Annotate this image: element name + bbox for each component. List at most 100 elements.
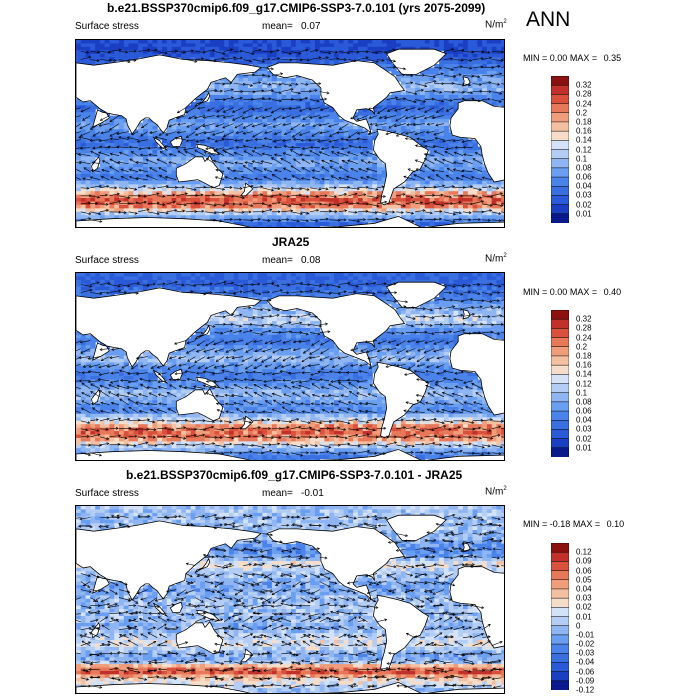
stress-cell [338,167,345,172]
stress-cell [276,136,283,141]
stress-cell [276,101,283,106]
panel-1-variable: Surface stress [75,21,139,32]
vector-head [269,50,273,54]
stress-cell [391,201,397,206]
stress-cell [429,170,435,175]
stress-cell [95,132,101,137]
stress-vector [357,57,369,60]
stress-cell [224,149,230,154]
stress-cell [496,50,502,55]
stress-cell [80,204,87,209]
stress-cell [458,81,464,86]
stress-cell [190,184,197,189]
vector-head [105,202,109,206]
stress-cell [410,98,416,103]
stress-vector [195,139,206,142]
stress-vector [453,66,463,68]
stress-cell [324,211,330,216]
stress-cell [271,101,278,106]
stress-cell [238,74,244,79]
stress-cell [453,198,459,203]
stress-cell [190,40,197,45]
stress-cell [209,194,216,199]
vector-head [310,160,314,163]
stress-cell [329,40,335,45]
stress-cell [219,115,225,120]
stress-cell [233,167,240,172]
stress-vector [416,168,425,172]
stress-vector [216,115,225,117]
stress-cell [276,163,283,168]
stress-cell [243,163,249,168]
stress-cell [267,84,273,89]
stress-cell [310,218,316,223]
stress-cell [295,101,302,106]
stress-vector [453,98,465,100]
stress-cell [76,149,82,154]
stress-cell [176,149,182,154]
stress-cell [76,136,82,141]
vector-head [375,59,380,63]
stress-vector [109,201,121,205]
stress-vector [215,123,225,127]
stress-cell [252,40,259,45]
stress-cell [319,136,326,141]
stress-cell [357,204,364,209]
stress-cell [209,88,216,93]
stress-cell [295,91,302,96]
vector-head [402,73,406,77]
stress-cell [372,160,378,165]
vector-head [469,66,473,70]
stress-cell [209,125,216,130]
panel-1-mean-label: mean= [262,21,293,32]
vector-head [410,81,414,85]
stress-cell [443,94,450,100]
stress-cell [439,112,445,117]
stress-vector [274,154,282,156]
stress-cell [123,143,130,148]
stress-cell [224,139,230,144]
stress-cell [486,57,493,62]
stress-cell [305,146,311,151]
stress-vector [121,176,129,180]
vector-head [168,153,172,157]
stress-cell [310,40,316,45]
stress-cell [252,180,259,185]
stress-cell [233,122,240,127]
stress-cell [185,187,192,192]
stress-cell [334,222,340,227]
stress-cell [381,167,388,172]
stress-vector [80,107,91,112]
stress-cell [310,43,316,48]
stress-cell [400,112,407,117]
stress-cell [176,201,182,206]
stress-cell [238,91,244,96]
stress-cell [80,194,87,199]
stress-cell [190,129,197,134]
stress-cell [267,225,273,227]
stress-vector [369,115,378,119]
stress-cell [85,149,91,154]
vector-head [441,82,445,86]
stress-cell [85,167,91,172]
stress-cell [262,177,268,182]
stress-vector [118,59,131,63]
stress-cell [501,198,504,203]
stress-cell [429,215,435,220]
stress-cell [267,204,273,209]
stress-cell [362,163,369,168]
stress-cell [343,40,349,45]
stress-cell [410,125,416,130]
stress-cell [166,143,173,148]
stress-cell [133,184,139,189]
stress-cell [271,84,278,89]
stress-cell [386,215,392,220]
stress-cell [410,112,416,117]
stress-vector [118,211,127,214]
stress-cell [314,187,321,192]
stress-cell [305,198,311,203]
stress-cell [114,163,120,168]
vector-head [270,110,274,114]
vector-head [319,108,323,111]
stress-cell [276,201,283,206]
